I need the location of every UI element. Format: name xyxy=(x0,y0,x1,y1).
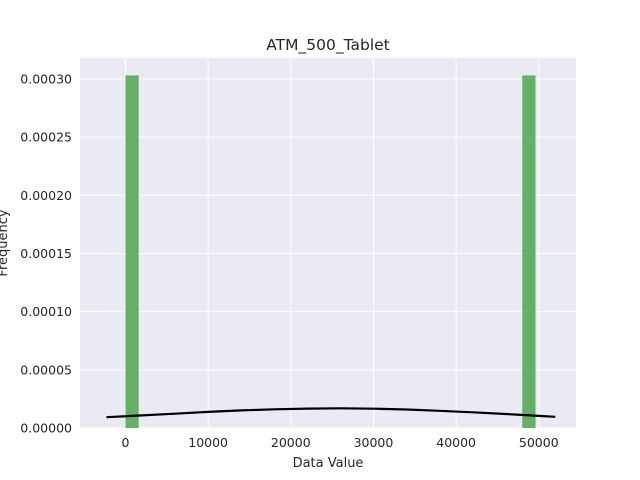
x-tick-label-5: 50000 xyxy=(519,435,559,450)
y-axis-ticks: 0.00000 0.00005 0.00010 0.00015 0.00020 0.000… xyxy=(20,71,72,435)
y-tick-label-1: 0.00005 xyxy=(20,362,72,377)
x-tick-label-3: 30000 xyxy=(354,435,394,450)
x-axis-ticks: 0 10000 20000 30000 40000 50000 xyxy=(121,435,558,450)
histogram-bar-0 xyxy=(125,75,139,429)
histogram-bars xyxy=(125,75,536,429)
plot-background xyxy=(80,58,576,428)
x-tick-label-4: 40000 xyxy=(436,435,476,450)
y-tick-label-2: 0.00010 xyxy=(20,304,72,319)
x-tick-label-1: 10000 xyxy=(188,435,228,450)
x-axis-label: Data Value xyxy=(293,456,364,471)
y-tick-label-6: 0.00030 xyxy=(20,71,72,86)
y-axis-label: Frequency xyxy=(0,209,11,276)
y-tick-label-4: 0.00020 xyxy=(20,188,72,203)
y-tick-label-5: 0.00025 xyxy=(20,130,72,145)
x-tick-label-2: 20000 xyxy=(271,435,311,450)
chart-title: ATM_500_Tablet xyxy=(266,36,390,55)
histogram-bar-1 xyxy=(522,75,536,429)
density-curve xyxy=(106,407,556,419)
y-tick-label-3: 0.00015 xyxy=(20,246,72,261)
y-tick-label-0: 0.00000 xyxy=(20,421,72,436)
grid-lines xyxy=(80,58,576,429)
x-tick-label-0: 0 xyxy=(121,435,129,450)
